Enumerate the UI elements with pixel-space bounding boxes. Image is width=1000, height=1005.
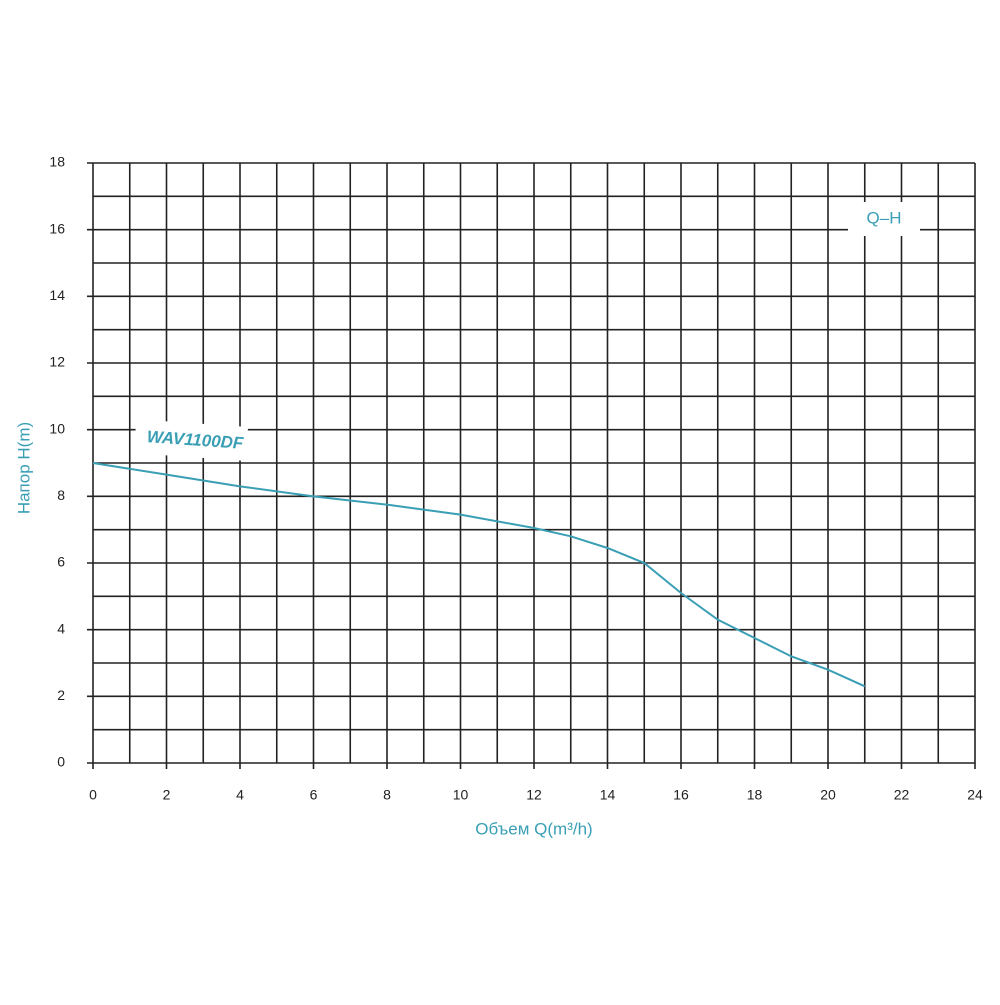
y-tick-label: 2: [57, 687, 65, 703]
x-axis-label: Объем Q(m³/h): [475, 819, 592, 838]
x-tick-label: 10: [453, 787, 469, 803]
line: [92, 462, 866, 688]
y-tick-label: 16: [49, 220, 65, 236]
y-tick-label: 18: [49, 154, 65, 170]
x-tick-label: 12: [526, 787, 542, 803]
y-tick-label: 8: [57, 487, 65, 503]
y-tick-label: 14: [49, 287, 65, 303]
x-tick-label: 20: [820, 787, 836, 803]
series-label-bg: [133, 419, 249, 461]
x-tick-label: 22: [894, 787, 910, 803]
y-tick-label: 12: [49, 354, 65, 370]
y-tick-label: 4: [57, 620, 65, 636]
x-tick-label: 0: [89, 787, 97, 803]
x-tick-label: 14: [600, 787, 616, 803]
y-tick-label: 0: [57, 754, 65, 770]
y-tick-label: 6: [57, 554, 65, 570]
y-axis-label: Напор H(m): [14, 422, 33, 514]
legend-box: [848, 202, 920, 236]
x-tick-label: 16: [673, 787, 689, 803]
legend-title: Q–H: [867, 208, 902, 227]
x-tick-label: 18: [747, 787, 763, 803]
x-tick-label: 2: [163, 787, 171, 803]
x-tick-label: 4: [236, 787, 244, 803]
x-tick-label: 24: [967, 787, 983, 803]
x-tick-label: 8: [383, 787, 391, 803]
x-tick-label: 6: [310, 787, 318, 803]
y-tick-label: 10: [49, 420, 65, 436]
